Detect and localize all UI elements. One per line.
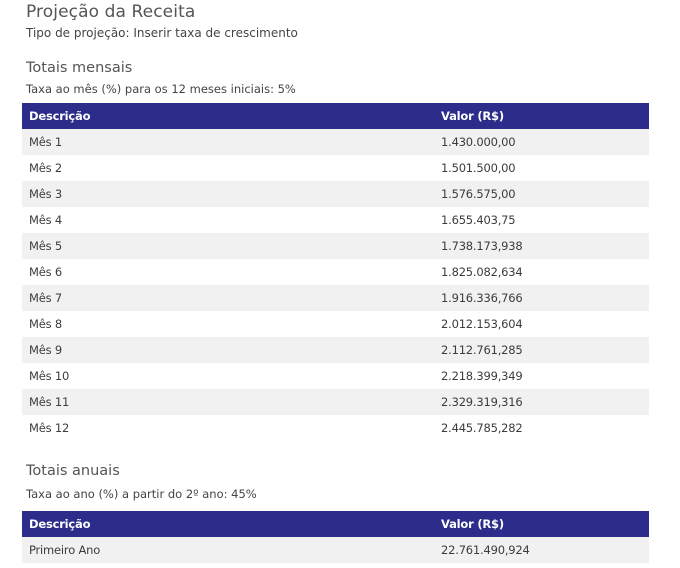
row-description: Mês 1: [22, 129, 434, 155]
row-value: 1.738.173,938: [434, 233, 649, 259]
row-value: 1.825.082,634: [434, 259, 649, 285]
table-row: Mês 3 1.576.575,00: [22, 181, 649, 207]
column-header-description: Descrição: [22, 103, 434, 129]
projection-type-text: Tipo de projeção: Inserir taxa de cresci…: [26, 26, 298, 40]
row-description: Mês 5: [22, 233, 434, 259]
row-description: Mês 2: [22, 155, 434, 181]
row-description: Mês 9: [22, 337, 434, 363]
column-header-value: Valor (R$): [434, 103, 649, 129]
table-row: Mês 5 1.738.173,938: [22, 233, 649, 259]
table-header-row: Descrição Valor (R$): [22, 103, 649, 129]
row-value: 1.576.575,00: [434, 181, 649, 207]
row-description: Mês 4: [22, 207, 434, 233]
table-row: Mês 8 2.012.153,604: [22, 311, 649, 337]
table-row: Mês 10 2.218.399,349: [22, 363, 649, 389]
table-row: Mês 6 1.825.082,634: [22, 259, 649, 285]
column-header-description: Descrição: [22, 511, 434, 537]
table-row: Mês 12 2.445.785,282: [22, 415, 649, 441]
column-header-value: Valor (R$): [434, 511, 649, 537]
row-value: 2.112.761,285: [434, 337, 649, 363]
monthly-section-title: Totais mensais: [26, 60, 133, 76]
monthly-totals-table: Descrição Valor (R$) Mês 1 1.430.000,00 M…: [22, 103, 649, 441]
row-description: Mês 6: [22, 259, 434, 285]
annual-section-title: Totais anuais: [26, 463, 120, 479]
row-value: 2.012.153,604: [434, 311, 649, 337]
page-title: Projeção da Receita: [26, 2, 196, 22]
table-row: Mês 2 1.501.500,00: [22, 155, 649, 181]
row-value: 2.218.399,349: [434, 363, 649, 389]
table-row: Primeiro Ano 22.761.490,924: [22, 537, 649, 563]
row-description: Mês 8: [22, 311, 434, 337]
row-description: Mês 12: [22, 415, 434, 441]
row-value: 2.445.785,282: [434, 415, 649, 441]
row-description: Mês 3: [22, 181, 434, 207]
table-row: Mês 7 1.916.336,766: [22, 285, 649, 311]
row-description: Primeiro Ano: [22, 537, 434, 563]
row-value: 1.501.500,00: [434, 155, 649, 181]
monthly-rate-note: Taxa ao mês (%) para os 12 meses iniciai…: [26, 82, 296, 96]
row-value: 22.761.490,924: [434, 537, 649, 563]
row-value: 1.430.000,00: [434, 129, 649, 155]
table-header-row: Descrição Valor (R$): [22, 511, 649, 537]
table-row: Mês 1 1.430.000,00: [22, 129, 649, 155]
table-row: Mês 4 1.655.403,75: [22, 207, 649, 233]
row-description: Mês 7: [22, 285, 434, 311]
row-description: Mês 11: [22, 389, 434, 415]
row-value: 1.916.336,766: [434, 285, 649, 311]
row-value: 1.655.403,75: [434, 207, 649, 233]
row-description: Mês 10: [22, 363, 434, 389]
annual-totals-table: Descrição Valor (R$) Primeiro Ano 22.761.…: [22, 511, 649, 563]
annual-rate-note: Taxa ao ano (%) a partir do 2º ano: 45%: [26, 487, 257, 501]
row-value: 2.329.319,316: [434, 389, 649, 415]
table-row: Mês 11 2.329.319,316: [22, 389, 649, 415]
table-row: Mês 9 2.112.761,285: [22, 337, 649, 363]
